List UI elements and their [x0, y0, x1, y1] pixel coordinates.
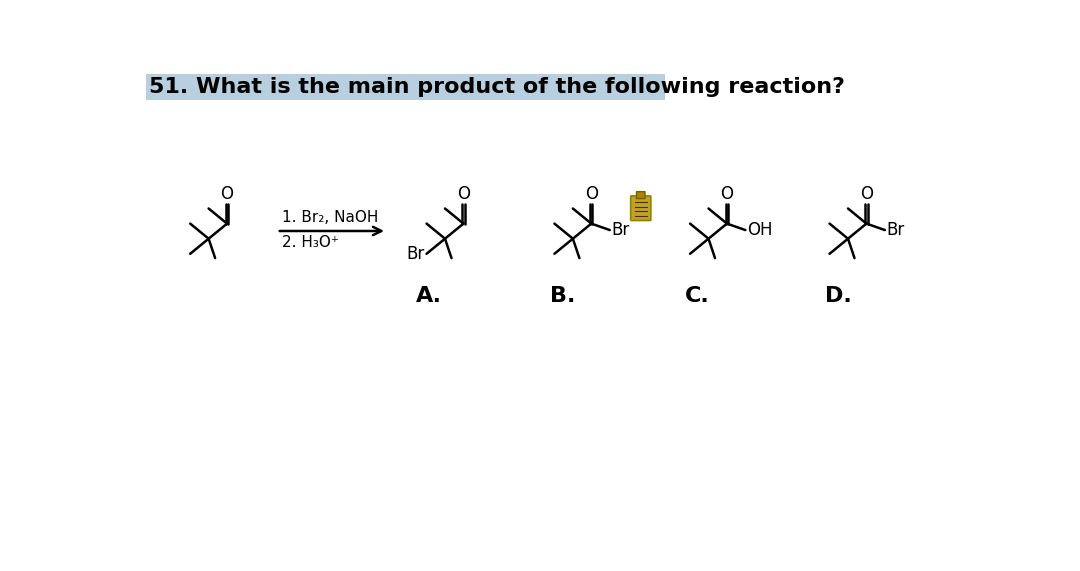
Text: 51. What is the main product of the following reaction?: 51. What is the main product of the foll… — [149, 77, 845, 97]
Text: D.: D. — [825, 287, 851, 307]
Text: 1. Br₂, NaOH: 1. Br₂, NaOH — [282, 210, 379, 224]
FancyBboxPatch shape — [636, 192, 645, 199]
Text: A.: A. — [416, 287, 442, 307]
Text: Br: Br — [611, 221, 630, 239]
Text: 2. H₃O⁺: 2. H₃O⁺ — [282, 235, 339, 250]
FancyBboxPatch shape — [146, 74, 665, 100]
Text: O: O — [220, 184, 233, 203]
Text: C.: C. — [685, 287, 710, 307]
FancyBboxPatch shape — [631, 196, 651, 220]
Text: O: O — [457, 184, 470, 203]
Text: O: O — [585, 184, 598, 203]
Text: B.: B. — [550, 287, 575, 307]
Text: Br: Br — [887, 221, 905, 239]
Text: O: O — [720, 184, 733, 203]
Text: OH: OH — [747, 221, 772, 239]
Text: Br: Br — [406, 245, 424, 263]
Text: O: O — [860, 184, 873, 203]
